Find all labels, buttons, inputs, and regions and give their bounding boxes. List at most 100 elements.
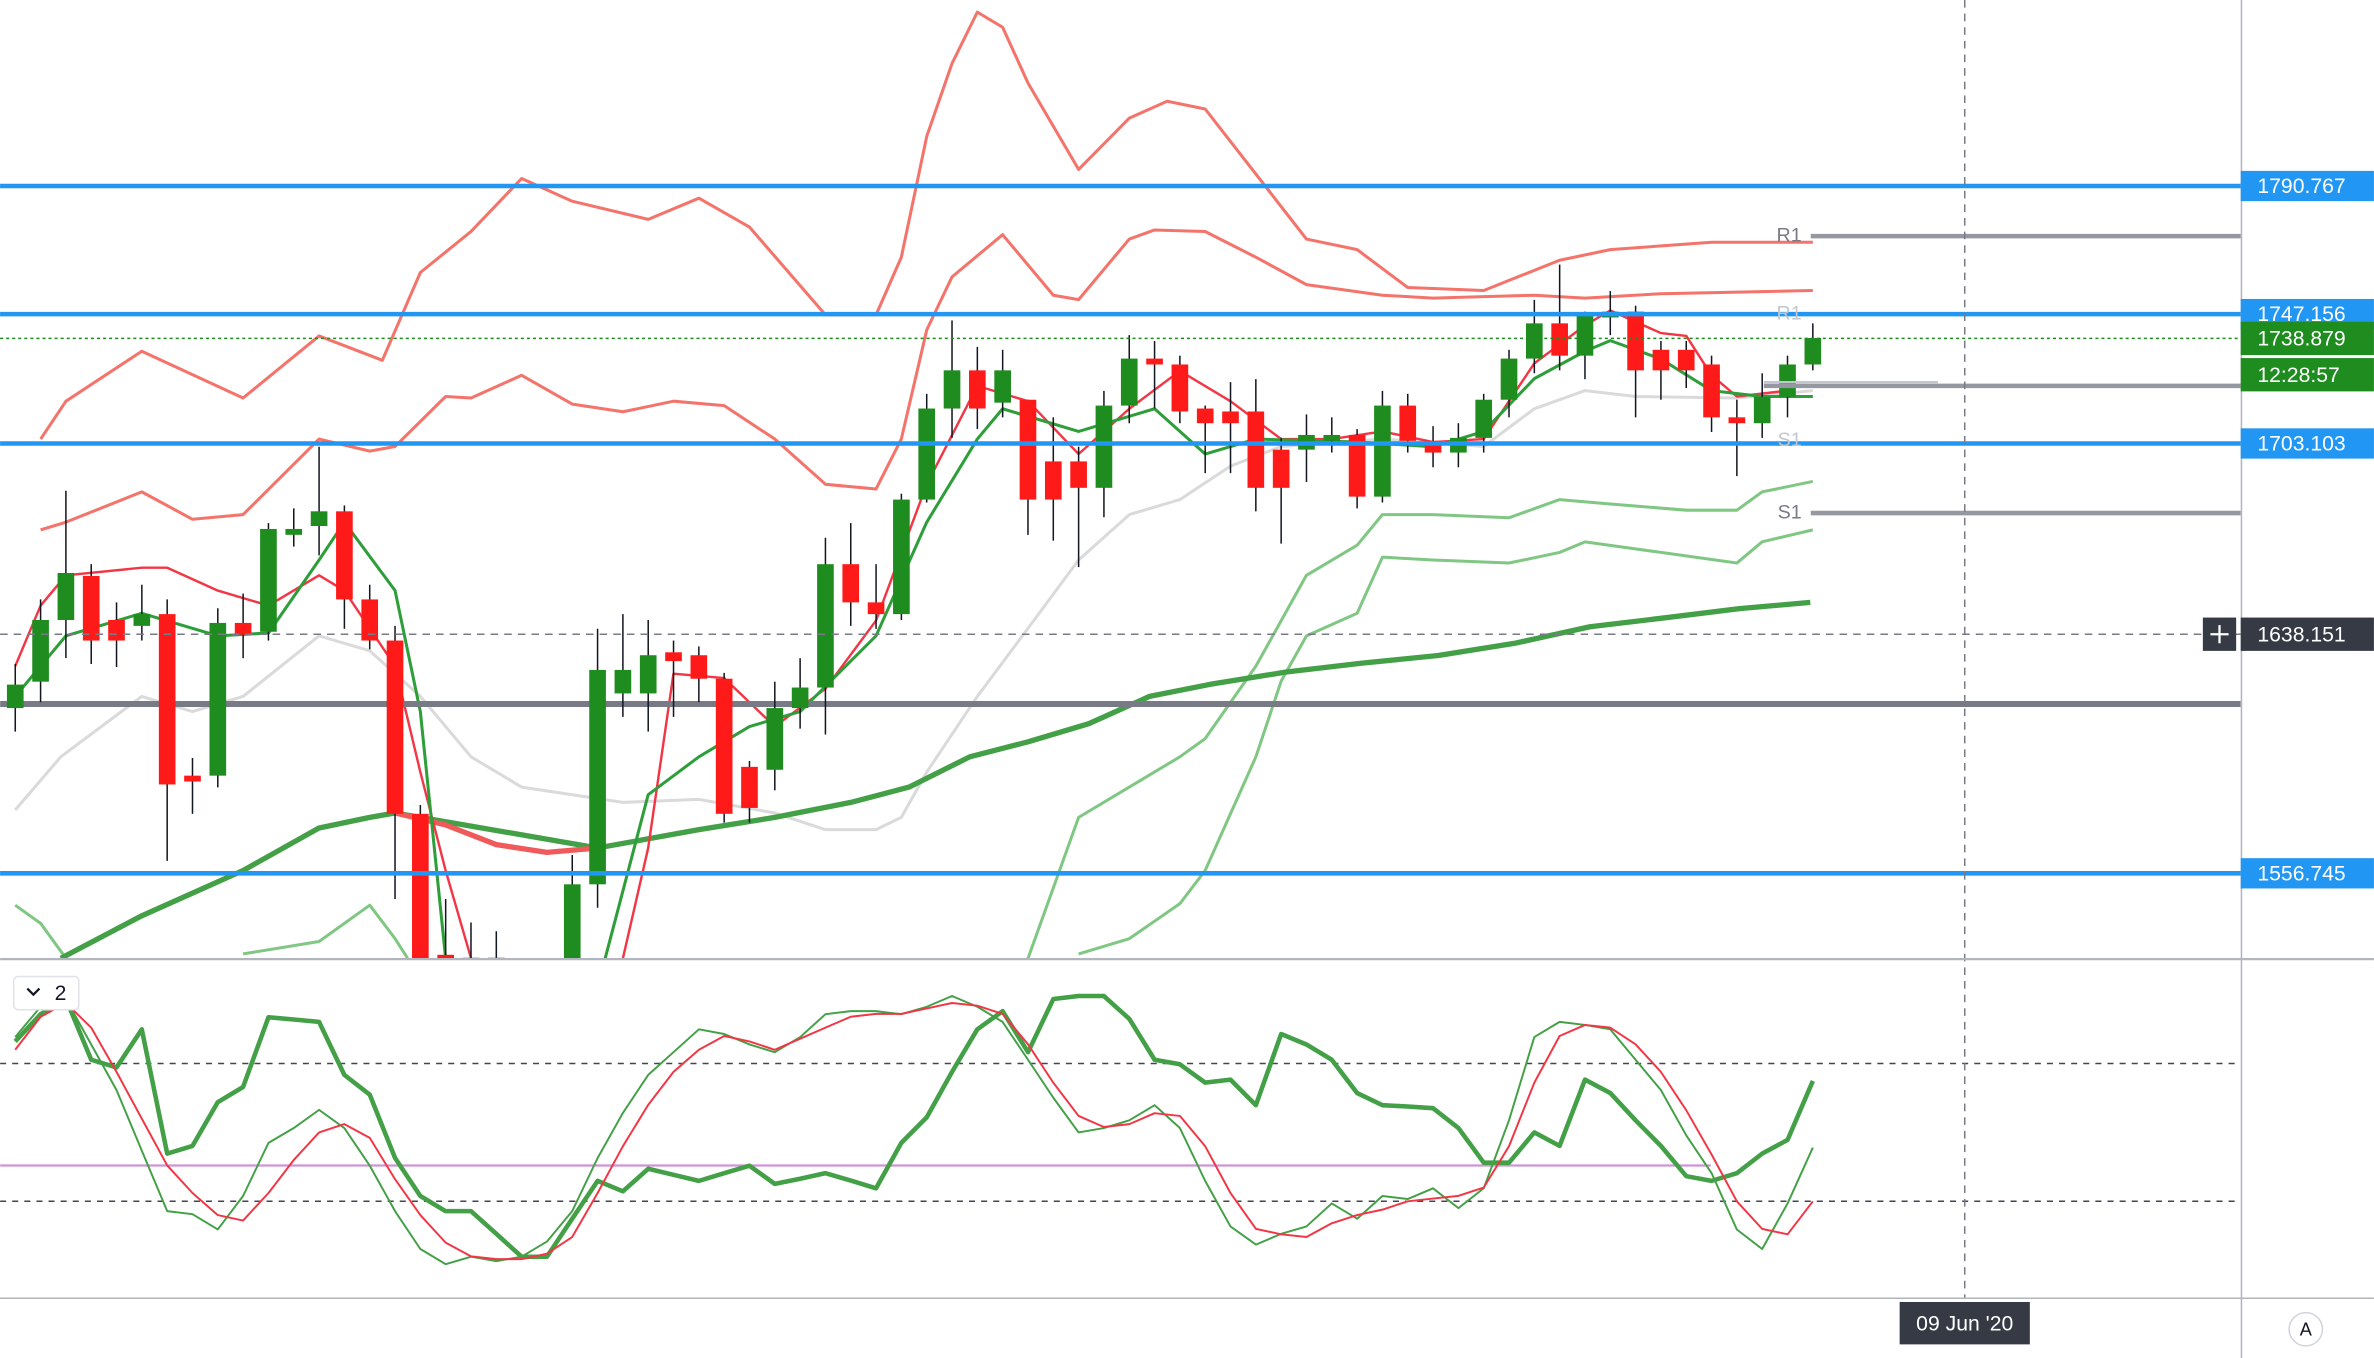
candle-body	[1703, 364, 1720, 418]
candle-body	[1551, 323, 1568, 356]
candle-body	[1652, 349, 1670, 371]
indicator-line	[394, 810, 598, 855]
candle-body	[32, 619, 49, 682]
level-label-box	[2240, 170, 2374, 202]
candle-body	[209, 622, 227, 776]
candle-body	[1120, 358, 1138, 406]
level-label-box	[2240, 428, 2374, 459]
countdown-box	[2240, 358, 2374, 392]
overlay-layer: R1 R1 S1 S1 2	[0, 0, 2241, 1298]
oscillator-pane	[0, 993, 2241, 1266]
legend-chevron	[26, 987, 41, 997]
candle-body	[665, 652, 682, 662]
candle-body	[1019, 399, 1037, 500]
candle-body	[6, 684, 24, 709]
pivot-label: R1	[1777, 303, 1802, 325]
level-label: 1556.745	[2257, 862, 2345, 885]
candle-body	[1146, 358, 1163, 365]
axis-layer: 1790.767 1747.156 1703.103 1556.745 1738.879…	[1899, 170, 2374, 1347]
candle-body	[867, 602, 885, 615]
candle-body	[1374, 405, 1391, 497]
candle-body	[158, 614, 176, 785]
candle-body	[1627, 311, 1644, 371]
crosshair-time-label: 09 Jun '20	[1916, 1312, 2013, 1335]
candle-body	[589, 669, 606, 885]
auto-scale-label: A	[2300, 1320, 2313, 1340]
candle-body	[1500, 358, 1518, 400]
candle-body	[133, 614, 151, 626]
level-label-box	[2240, 858, 2374, 889]
level-label: 1790.767	[2257, 175, 2345, 198]
legend-chip	[12, 975, 80, 1011]
level-label: 1703.103	[2257, 433, 2345, 456]
candle-body	[690, 655, 708, 679]
oscillator-line	[13, 993, 1815, 1259]
candle-body	[386, 640, 404, 814]
price-pane	[0, 10, 2241, 959]
candle-body	[82, 575, 100, 641]
pivot-label: S1	[1778, 429, 1802, 451]
candle-body	[918, 408, 936, 500]
candle-body	[1247, 411, 1265, 488]
candle-body	[1323, 434, 1341, 441]
indicator-line	[40, 228, 1813, 532]
candle-body	[1526, 323, 1543, 359]
candle-body	[994, 370, 1011, 403]
candle-body	[1196, 408, 1214, 424]
oscillator-line	[14, 1001, 1814, 1261]
candle-body	[1779, 364, 1796, 397]
legend-label: 2	[55, 982, 67, 1005]
candle-body	[1728, 417, 1746, 424]
candle-body	[715, 678, 733, 814]
candle-body	[614, 669, 632, 694]
candle-body	[234, 622, 252, 635]
candle-body	[842, 564, 860, 603]
candle-body	[1348, 434, 1366, 497]
candle-body	[563, 884, 581, 959]
last-price-label: 1738.879	[2257, 328, 2345, 351]
candle-body	[893, 499, 910, 615]
indicator-line	[59, 599, 1811, 959]
candle-body	[412, 813, 429, 959]
indicator-line	[14, 479, 1814, 959]
crosshair-price-box	[2240, 617, 2374, 651]
candle-body	[741, 766, 758, 808]
indicator-line	[1078, 528, 1814, 956]
candle-body	[361, 599, 379, 641]
candle-body	[260, 528, 277, 632]
candle-body	[184, 775, 201, 782]
candle-body	[1272, 449, 1290, 488]
candle-body	[1070, 461, 1087, 488]
candle-body	[57, 572, 75, 620]
level-label: 1747.156	[2257, 303, 2345, 326]
candle-body	[943, 370, 961, 409]
auto-scale-button[interactable]	[2288, 1311, 2324, 1347]
pivot-label: S1	[1778, 501, 1802, 523]
candle-body	[1804, 338, 1822, 365]
candle-body	[1399, 405, 1417, 441]
candle-body	[791, 687, 809, 709]
candle-body	[1424, 440, 1442, 453]
candle-body	[766, 708, 784, 770]
pivot-label: R1	[1777, 224, 1802, 246]
candle-body	[437, 954, 454, 959]
candle-body	[1171, 364, 1189, 412]
candle-body	[639, 655, 657, 694]
last-price-box	[2240, 321, 2374, 356]
candle-body	[1475, 399, 1493, 438]
crosshair-price-label: 1638.151	[2257, 623, 2345, 646]
candle-body	[969, 370, 986, 409]
candle-body	[285, 528, 303, 535]
candle-body	[310, 511, 328, 527]
candle-body	[1095, 405, 1113, 488]
candle-body	[1576, 314, 1594, 356]
candle-body	[1753, 396, 1771, 424]
candle-body	[108, 619, 125, 641]
candle-body	[1222, 411, 1239, 424]
candle-body	[336, 511, 353, 600]
candle-body	[1044, 461, 1062, 500]
crosshair-time-box	[1899, 1301, 2030, 1345]
countdown-label: 12:28:57	[2257, 364, 2339, 387]
